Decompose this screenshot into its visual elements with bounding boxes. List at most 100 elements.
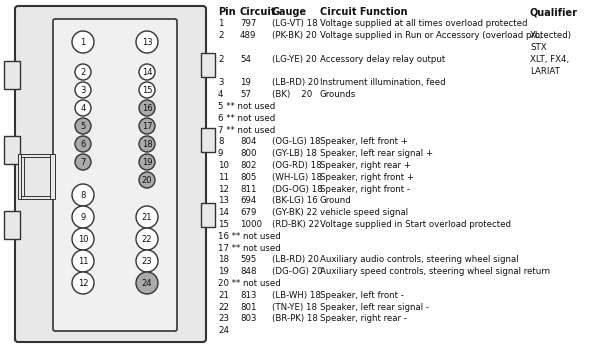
Text: Auxiliary speed controls, steering wheel signal return: Auxiliary speed controls, steering wheel… — [320, 267, 550, 276]
Text: Speaker, right front -: Speaker, right front - — [320, 185, 410, 194]
Text: 3: 3 — [218, 78, 223, 87]
Text: (PK-BK) 20: (PK-BK) 20 — [272, 31, 317, 40]
Text: LARIAT: LARIAT — [530, 67, 560, 76]
Text: 15: 15 — [142, 85, 152, 94]
Text: 5 ** not used: 5 ** not used — [218, 102, 275, 111]
Text: Instrument illumination, feed: Instrument illumination, feed — [320, 78, 446, 87]
Text: (BR-PK) 18: (BR-PK) 18 — [272, 314, 318, 323]
Text: 17 ** not used: 17 ** not used — [218, 244, 281, 253]
Text: (BK-LG) 16: (BK-LG) 16 — [272, 196, 318, 205]
Text: 21: 21 — [218, 291, 229, 300]
Text: 13: 13 — [218, 196, 229, 205]
Text: 11: 11 — [218, 173, 229, 182]
Text: (LB-WH) 18: (LB-WH) 18 — [272, 291, 321, 300]
Text: 22: 22 — [142, 235, 152, 244]
Text: (OG-RD) 18: (OG-RD) 18 — [272, 161, 322, 170]
Text: 811: 811 — [240, 185, 257, 194]
Text: 16 ** not used: 16 ** not used — [218, 232, 281, 241]
Bar — [201, 128, 215, 152]
Text: 54: 54 — [240, 55, 251, 64]
Text: 10: 10 — [218, 161, 229, 170]
Circle shape — [72, 228, 94, 250]
Text: (WH-LG) 18: (WH-LG) 18 — [272, 173, 322, 182]
Text: 5: 5 — [80, 121, 86, 130]
Circle shape — [72, 250, 94, 272]
Text: vehicle speed signal: vehicle speed signal — [320, 208, 408, 217]
Text: Speaker, left rear signal -: Speaker, left rear signal - — [320, 303, 429, 312]
Text: Gauge: Gauge — [272, 7, 307, 17]
Circle shape — [72, 184, 94, 206]
Circle shape — [139, 82, 155, 98]
Text: Circuit: Circuit — [240, 7, 277, 17]
Bar — [201, 203, 215, 227]
Text: 1: 1 — [218, 19, 223, 28]
Text: Speaker, left rear signal +: Speaker, left rear signal + — [320, 149, 433, 158]
Text: 4: 4 — [218, 90, 223, 99]
Bar — [18, 154, 21, 199]
Text: 800: 800 — [240, 149, 257, 158]
Text: (LG-YE) 20: (LG-YE) 20 — [272, 55, 317, 64]
Text: Speaker, right rear -: Speaker, right rear - — [320, 314, 407, 323]
Text: 16: 16 — [142, 103, 152, 112]
Circle shape — [136, 250, 158, 272]
Text: Circuit Function: Circuit Function — [320, 7, 407, 17]
Text: Speaker, left front -: Speaker, left front - — [320, 291, 404, 300]
Text: 4: 4 — [80, 103, 86, 112]
Text: (LG-VT) 18: (LG-VT) 18 — [272, 19, 317, 28]
Text: Auxiliary audio controls, steering wheel signal: Auxiliary audio controls, steering wheel… — [320, 255, 518, 264]
Text: 7: 7 — [80, 158, 86, 167]
Text: 7 ** not used: 7 ** not used — [218, 126, 275, 135]
Text: 23: 23 — [142, 256, 152, 265]
Text: 19: 19 — [218, 267, 229, 276]
Text: XL,: XL, — [530, 31, 543, 40]
Text: (LB-RD) 20: (LB-RD) 20 — [272, 255, 319, 264]
Circle shape — [139, 100, 155, 116]
Text: 20 ** not used: 20 ** not used — [218, 279, 281, 288]
Text: 23: 23 — [218, 314, 229, 323]
Text: 12: 12 — [78, 279, 88, 288]
Text: 1: 1 — [80, 37, 86, 46]
Text: 9: 9 — [80, 212, 86, 221]
Text: 595: 595 — [240, 255, 256, 264]
Bar — [21, 196, 53, 199]
Circle shape — [75, 136, 91, 152]
Text: (DG-OG) 18: (DG-OG) 18 — [272, 185, 323, 194]
Circle shape — [75, 118, 91, 134]
Text: STX: STX — [530, 43, 547, 52]
Circle shape — [136, 31, 158, 53]
Text: 6 ** not used: 6 ** not used — [218, 114, 275, 123]
Bar — [21, 154, 53, 157]
Text: (TN-YE) 18: (TN-YE) 18 — [272, 303, 317, 312]
Text: 20: 20 — [142, 176, 152, 185]
Text: 9: 9 — [218, 149, 223, 158]
Bar — [4, 211, 20, 239]
Circle shape — [72, 206, 94, 228]
Text: Speaker, right rear +: Speaker, right rear + — [320, 161, 411, 170]
Text: Voltage supplied at all times overload protected: Voltage supplied at all times overload p… — [320, 19, 527, 28]
Circle shape — [136, 228, 158, 250]
Text: (LB-RD) 20: (LB-RD) 20 — [272, 78, 319, 87]
Text: 24: 24 — [142, 279, 152, 288]
Text: 19: 19 — [142, 158, 152, 167]
Text: 22: 22 — [218, 303, 229, 312]
Text: 679: 679 — [240, 208, 256, 217]
Text: Speaker, right front +: Speaker, right front + — [320, 173, 414, 182]
Text: 797: 797 — [240, 19, 256, 28]
Text: Accessory delay relay output: Accessory delay relay output — [320, 55, 445, 64]
Text: 19: 19 — [240, 78, 251, 87]
Text: 1000: 1000 — [240, 220, 262, 229]
Text: (GY-LB) 18: (GY-LB) 18 — [272, 149, 317, 158]
Text: Voltage supplied in Run or Accessory (overload protected): Voltage supplied in Run or Accessory (ov… — [320, 31, 571, 40]
Circle shape — [72, 31, 94, 53]
Text: 21: 21 — [142, 212, 152, 221]
Text: Speaker, left front +: Speaker, left front + — [320, 137, 408, 146]
Text: Ground: Ground — [320, 196, 352, 205]
FancyBboxPatch shape — [53, 19, 177, 331]
Circle shape — [75, 82, 91, 98]
Circle shape — [139, 154, 155, 170]
Text: 848: 848 — [240, 267, 257, 276]
Text: (DG-OG) 20: (DG-OG) 20 — [272, 267, 323, 276]
Text: 2: 2 — [80, 68, 86, 76]
Text: 804: 804 — [240, 137, 257, 146]
Text: 801: 801 — [240, 303, 257, 312]
